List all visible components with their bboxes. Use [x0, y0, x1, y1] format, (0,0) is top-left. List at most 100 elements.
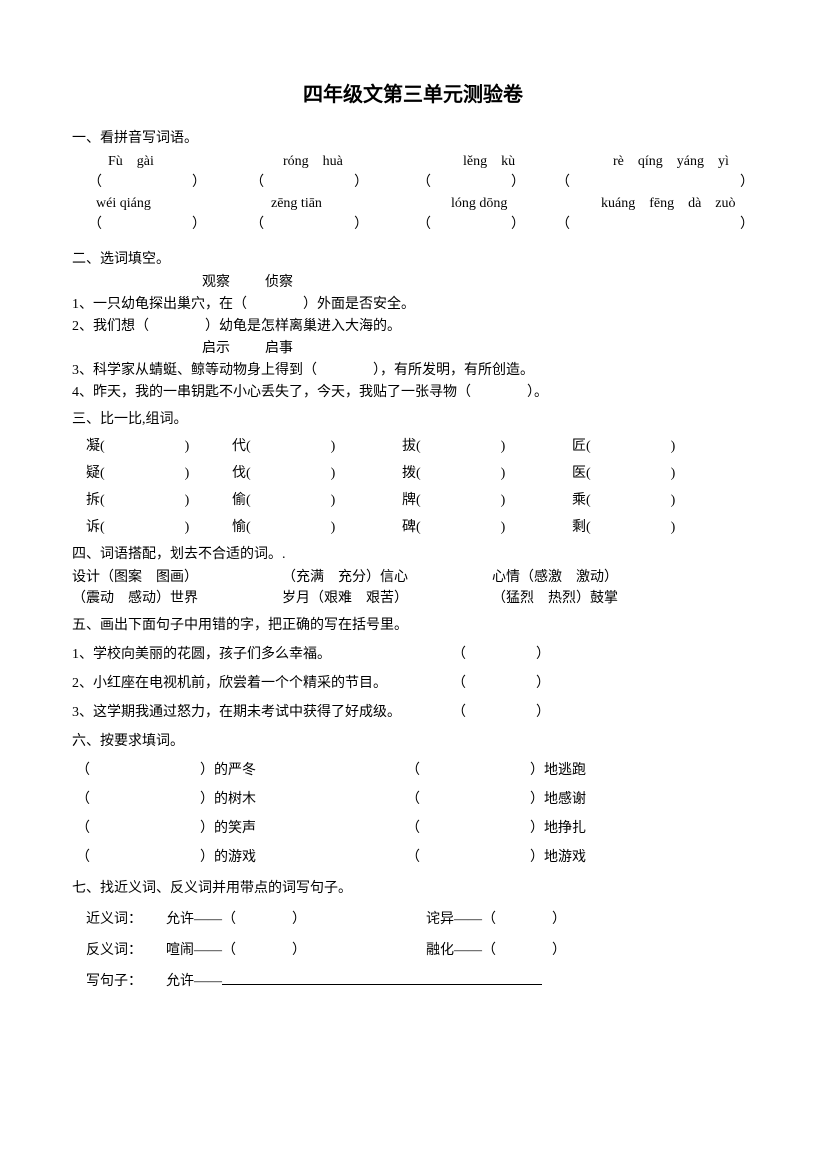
hanzi: 牌(: [402, 490, 421, 511]
paren: ）: [354, 175, 368, 190]
compare-cell: 疑(): [72, 463, 232, 484]
paren: ): [331, 436, 336, 457]
paren: ): [501, 490, 506, 511]
fill-word-cell: （）地游戏: [402, 847, 732, 868]
compare-cell: 代(): [232, 436, 402, 457]
paren: ）: [536, 676, 550, 691]
collocation-row-1: 设计（图案 图画） （充满 充分）信心 心情（感激 激动）: [72, 567, 754, 588]
word-pair-1: 观察 侦察: [72, 272, 754, 293]
paren: （: [72, 847, 90, 868]
suffix-text: ）的笑声: [200, 818, 256, 839]
page-title: 四年级文第三单元测验卷: [72, 80, 754, 110]
compare-cell: 乘(): [572, 490, 742, 511]
row-label: 近义词：: [86, 909, 166, 930]
paren: ）: [511, 175, 525, 190]
compare-cell: 拆(): [72, 490, 232, 511]
fill-word-cell: （ ）地逃跑: [402, 760, 732, 781]
hanzi: 剩(: [572, 517, 591, 538]
collocation: （猛烈 热烈）鼓掌: [492, 588, 618, 609]
wrong-char-row-2: 2、小红座在电视机前，欣尝着一个个精采的节目。 （）: [72, 673, 754, 694]
compare-cell: 牌(): [402, 490, 572, 511]
fill-word-cell: （）地感谢: [402, 789, 732, 810]
question-2-3: 3、科学家从蜻蜓、鲸等动物身上得到（ ），有所发明，有所创造。: [72, 360, 754, 381]
compare-cell: 匠(): [572, 436, 742, 457]
paren: ): [501, 463, 506, 484]
hanzi: 乘(: [572, 490, 591, 511]
choice-word: 侦察: [265, 275, 293, 290]
paren: （: [402, 847, 420, 868]
collocation-row-2: （震动 感动）世界 岁月（艰难 艰苦） （猛烈 热烈）鼓掌: [72, 588, 754, 609]
hanzi: 伐(: [232, 463, 251, 484]
fill-word-row: （）的严冬（ ）地逃跑: [72, 760, 754, 781]
paren: ）: [192, 217, 206, 232]
section-4-head: 四、词语搭配，划去不合适的词。.: [72, 544, 754, 565]
hanzi: 匠(: [572, 436, 591, 457]
hanzi: 疑(: [86, 463, 105, 484]
paren: ）: [511, 217, 525, 232]
paren: ): [671, 490, 676, 511]
paren: ): [185, 517, 190, 538]
row-label: 写句子：: [86, 971, 166, 992]
paren: （: [402, 760, 420, 781]
choice-word: 启事: [265, 341, 293, 356]
collocation: （充满 充分）信心: [282, 567, 492, 588]
pinyin-cell: wéi qiáng: [96, 193, 271, 214]
paren: （: [556, 217, 570, 232]
paren: ): [185, 490, 190, 511]
paren: ）: [536, 705, 550, 720]
write-line: [222, 971, 542, 985]
pinyin-cell: Fù gài: [108, 151, 283, 172]
suffix-text: ）的游戏: [200, 847, 256, 868]
compare-row: 凝()代()拔()匠(): [72, 436, 754, 457]
hanzi: 诉(: [86, 517, 105, 538]
fill-word-cell: （）的树木: [72, 789, 402, 810]
compare-cell: 伐(): [232, 463, 402, 484]
suffix-text: ）的树木: [200, 789, 256, 810]
paren: （: [452, 647, 466, 662]
pinyin-cell: zēng tiān: [271, 193, 451, 214]
paren: （: [417, 217, 431, 232]
section-6-head: 六、按要求填词。: [72, 731, 754, 752]
compare-row: 疑()伐()拨()医(): [72, 463, 754, 484]
section-1-head: 一、看拼音写词语。: [72, 128, 754, 149]
word-blank: 喧闹——（ ）: [166, 940, 426, 961]
word-blank: 诧异——（ ）: [426, 909, 686, 930]
suffix-text: ）地挣扎: [530, 818, 586, 839]
sentence: 1、学校向美丽的花圆，孩子们多么幸福。: [72, 644, 452, 665]
compare-cell: 医(): [572, 463, 742, 484]
pinyin-row-2: wéi qiáng zēng tiān lóng dōng kuáng fēng…: [96, 193, 754, 214]
paren: ): [331, 463, 336, 484]
hanzi: 愉(: [232, 517, 251, 538]
paren: （: [88, 175, 102, 190]
word-blank: 允许——（ ）: [166, 909, 426, 930]
fill-word-row: （）的笑声（）地挣扎: [72, 818, 754, 839]
paren: ): [331, 490, 336, 511]
paren: （: [250, 175, 264, 190]
fill-word-cell: （）的严冬: [72, 760, 402, 781]
compare-cell: 偷(): [232, 490, 402, 511]
fill-word-cell: （）的笑声: [72, 818, 402, 839]
collocation: 岁月（艰难 艰苦）: [282, 588, 492, 609]
paren: ）: [740, 217, 754, 232]
paren: （: [452, 705, 466, 720]
paren: ）: [536, 647, 550, 662]
word-blank: 融化——（ ）: [426, 940, 686, 961]
hanzi: 代(: [232, 436, 251, 457]
wrong-char-row-1: 1、学校向美丽的花圆，孩子们多么幸福。 （ ）: [72, 644, 754, 665]
hanzi: 凝(: [86, 436, 105, 457]
compare-row: 诉()愉()碑()剩(): [72, 517, 754, 538]
compare-row: 拆()偷()牌()乘(): [72, 490, 754, 511]
compare-cell: 拔(): [402, 436, 572, 457]
paren: （: [402, 789, 420, 810]
compare-cell: 愉(): [232, 517, 402, 538]
fill-word-row: （ ）的游戏 （）地游戏: [72, 847, 754, 868]
suffix-text: ）地逃跑: [530, 760, 586, 781]
paren: ）: [354, 217, 368, 232]
collocation: （震动 感动）世界: [72, 588, 282, 609]
paren: （: [452, 676, 466, 691]
sentence-word: 允许——: [166, 971, 222, 992]
pinyin-cell: róng huà: [283, 151, 463, 172]
compare-cell: 碑(): [402, 517, 572, 538]
paren: （: [72, 760, 90, 781]
choice-word: 观察: [202, 275, 230, 290]
